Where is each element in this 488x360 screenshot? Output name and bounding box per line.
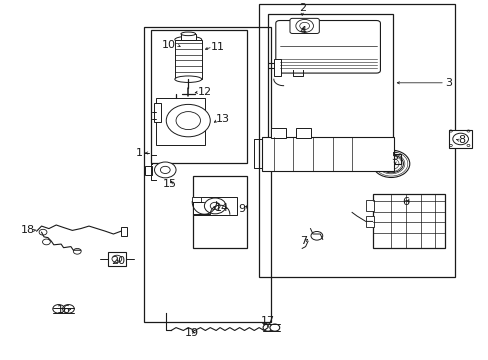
Circle shape — [73, 248, 81, 254]
Circle shape — [39, 229, 47, 235]
Bar — [259, 4, 454, 277]
FancyBboxPatch shape — [289, 18, 319, 33]
Bar — [154, 103, 161, 122]
Text: 19: 19 — [184, 328, 198, 338]
FancyBboxPatch shape — [275, 21, 380, 73]
Circle shape — [452, 133, 468, 145]
Bar — [271, 128, 285, 138]
Circle shape — [269, 324, 279, 331]
Text: 20: 20 — [111, 256, 125, 266]
Bar — [175, 40, 202, 79]
Circle shape — [176, 112, 200, 130]
Bar — [261, 137, 393, 171]
Text: 18: 18 — [21, 225, 35, 235]
Text: 16: 16 — [57, 305, 70, 315]
Bar — [448, 130, 471, 148]
Ellipse shape — [175, 36, 201, 43]
Circle shape — [154, 162, 176, 178]
Circle shape — [295, 19, 313, 32]
Bar — [192, 176, 247, 248]
Bar — [267, 14, 392, 169]
Text: 12: 12 — [197, 87, 211, 97]
Circle shape — [112, 255, 122, 262]
Text: 3: 3 — [445, 78, 451, 88]
Circle shape — [160, 166, 170, 174]
Circle shape — [42, 239, 50, 245]
Circle shape — [372, 150, 409, 177]
Circle shape — [378, 155, 403, 173]
Bar — [150, 30, 247, 163]
Ellipse shape — [175, 76, 201, 82]
Bar — [121, 227, 127, 236]
Bar — [372, 194, 444, 248]
Circle shape — [310, 231, 322, 240]
Text: 6: 6 — [402, 197, 408, 207]
Ellipse shape — [181, 32, 195, 36]
Text: 17: 17 — [261, 316, 274, 327]
Text: 1: 1 — [136, 148, 142, 158]
Text: 2: 2 — [298, 3, 305, 13]
Text: 11: 11 — [210, 42, 224, 52]
Circle shape — [263, 324, 272, 331]
Bar — [107, 252, 126, 266]
Bar — [191, 197, 201, 202]
Bar — [295, 128, 310, 138]
Circle shape — [166, 104, 210, 137]
Circle shape — [204, 198, 225, 214]
Text: 14: 14 — [215, 203, 228, 213]
Bar — [144, 27, 271, 322]
Bar — [144, 166, 152, 175]
Bar — [365, 200, 373, 211]
Text: 8: 8 — [458, 135, 465, 145]
Text: 15: 15 — [163, 179, 177, 189]
Circle shape — [53, 305, 64, 313]
Bar — [193, 197, 237, 215]
Text: 5: 5 — [391, 152, 398, 162]
Text: 9: 9 — [238, 204, 245, 214]
Bar — [365, 216, 373, 227]
Text: 13: 13 — [216, 114, 229, 124]
Text: 4: 4 — [299, 26, 306, 36]
Text: 7: 7 — [299, 236, 306, 246]
Text: 10: 10 — [162, 40, 175, 50]
Circle shape — [62, 305, 74, 313]
Bar — [181, 34, 195, 40]
Bar — [156, 98, 205, 145]
Bar — [273, 59, 281, 76]
